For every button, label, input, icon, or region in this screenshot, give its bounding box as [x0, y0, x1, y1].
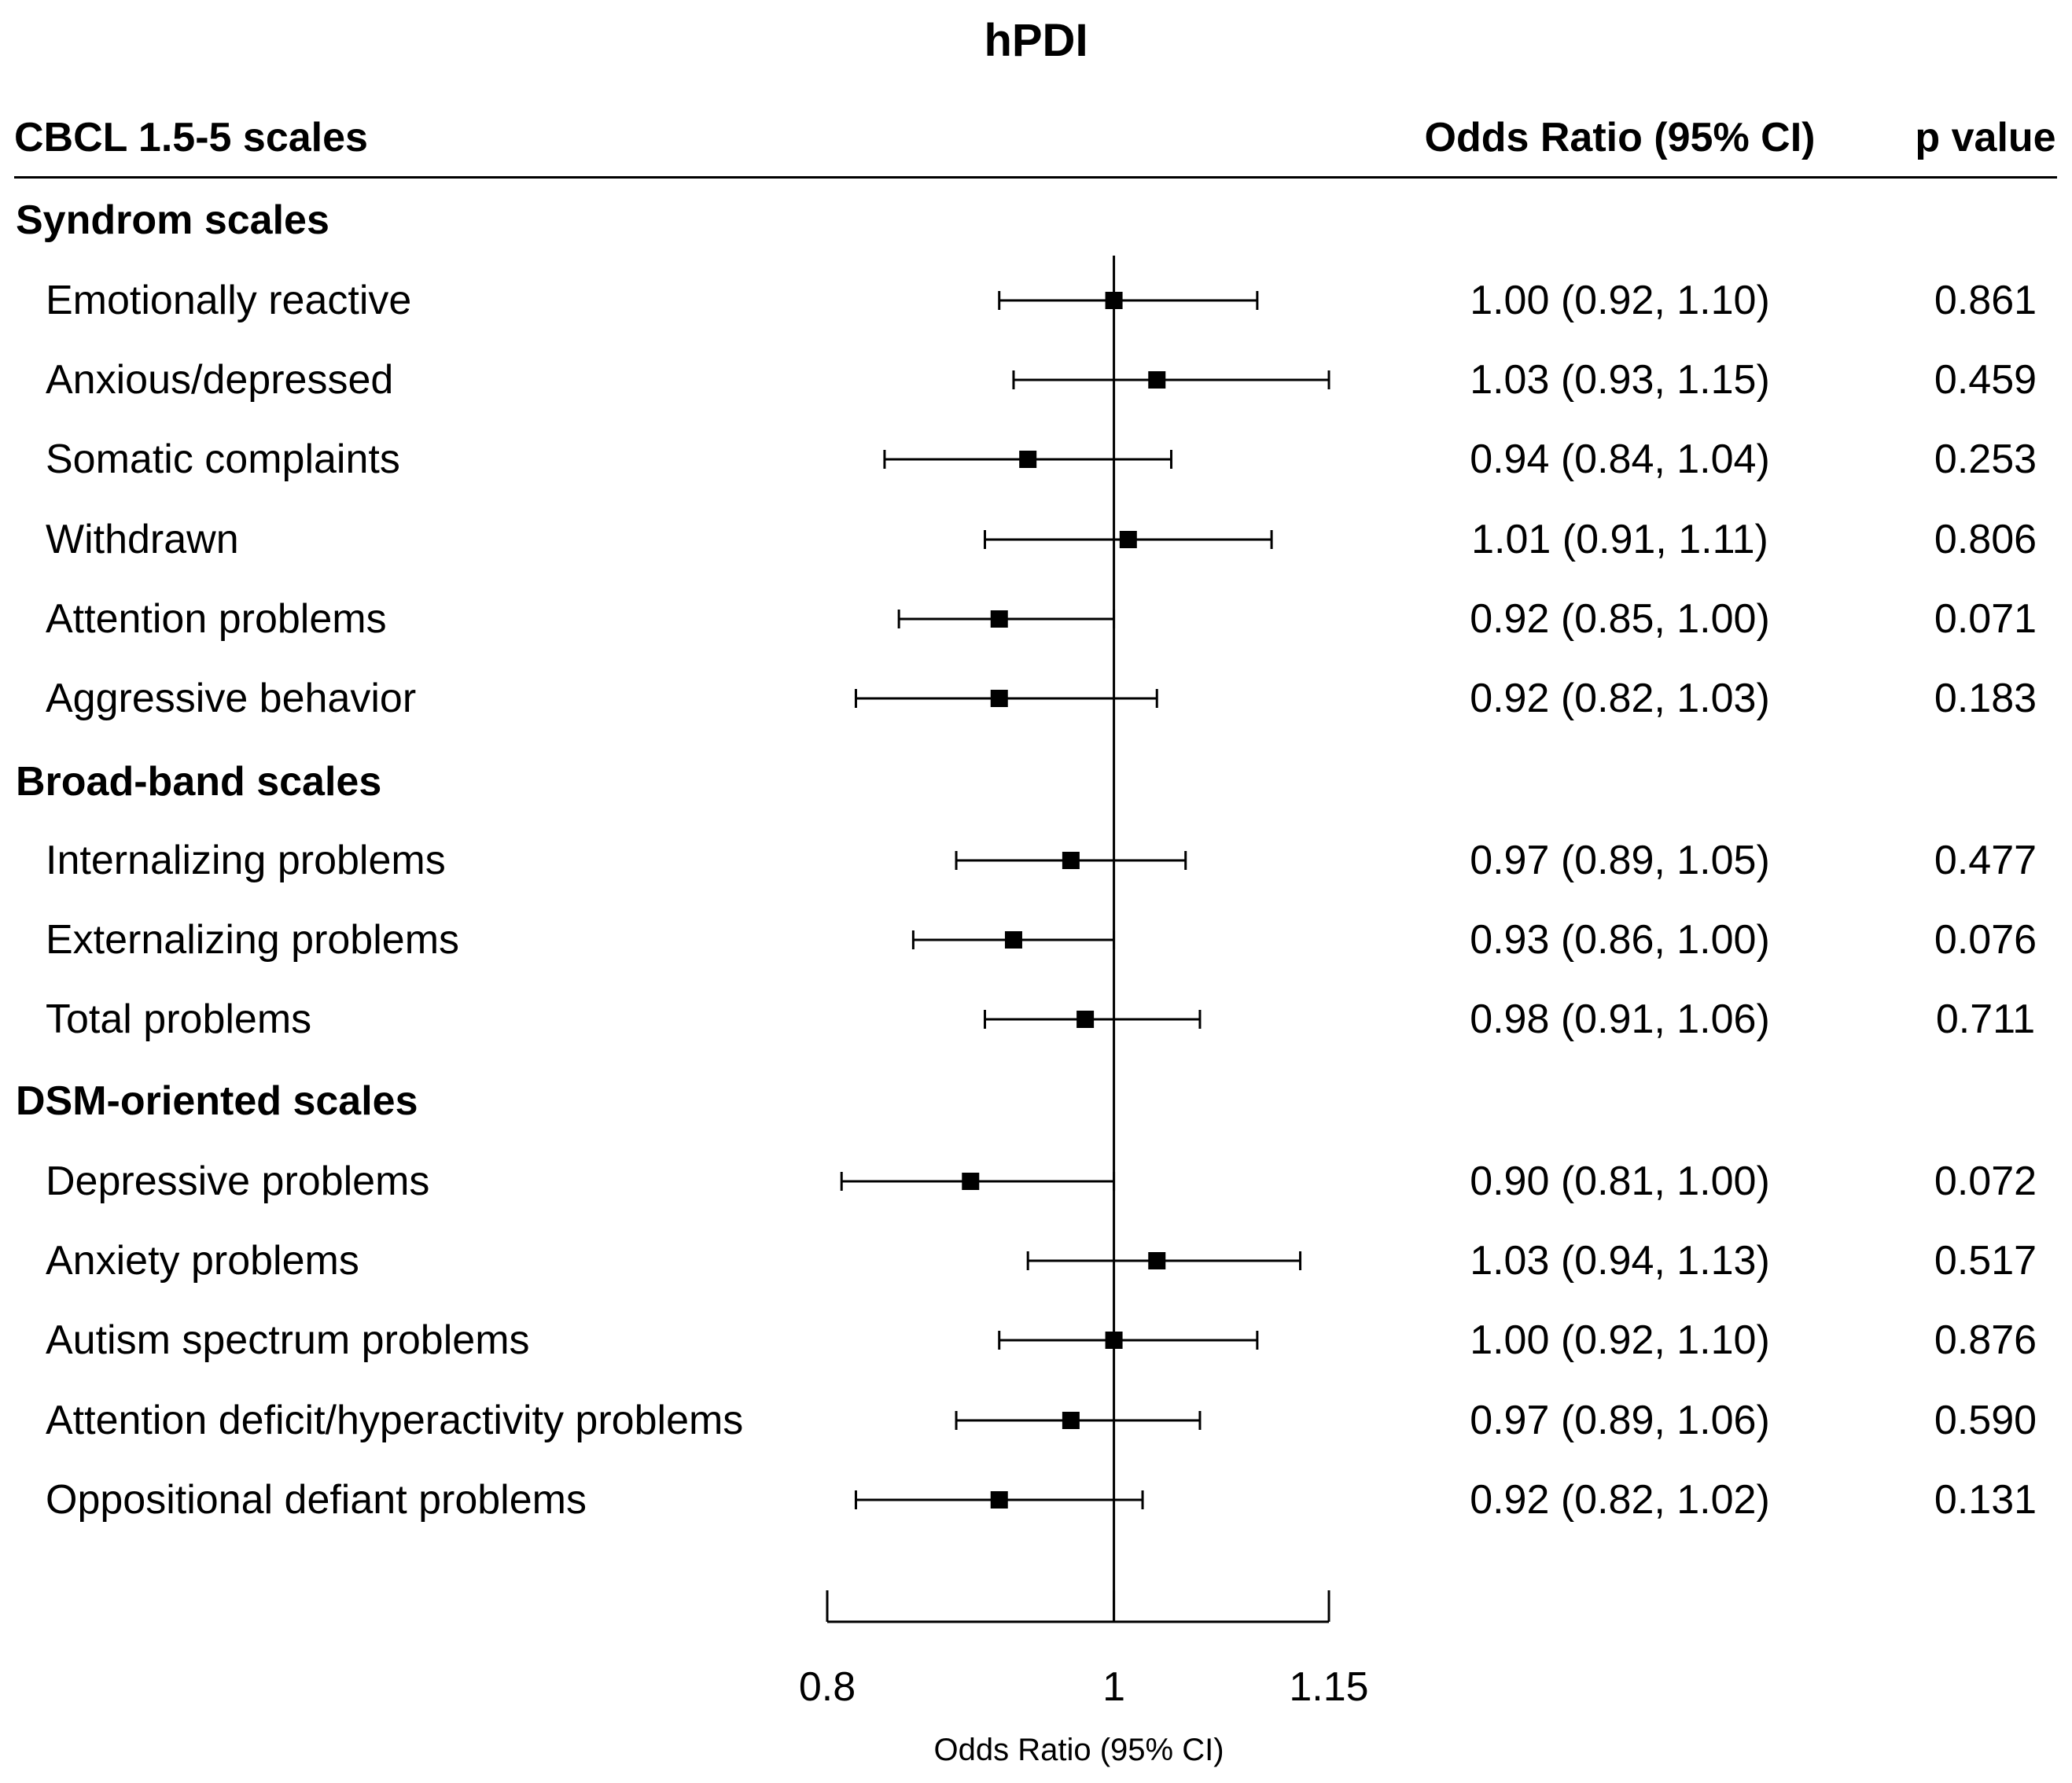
row-label: Depressive problems: [46, 1159, 430, 1204]
point-estimate-marker: [990, 1491, 1008, 1509]
row-odds-ratio-text: 0.98 (0.91, 1.06): [1470, 996, 1770, 1042]
header-rule: [14, 176, 2057, 179]
row-p-value: 0.131: [1934, 1477, 2037, 1523]
point-estimate-marker: [1062, 1412, 1080, 1429]
row-odds-ratio-text: 1.00 (0.92, 1.10): [1470, 278, 1770, 323]
column-header-odds-ratio: Odds Ratio (95% CI): [1424, 115, 1816, 160]
row-label: Attention deficit/hyperactivity problems: [46, 1398, 744, 1443]
section-heading: Broad-band scales: [16, 759, 382, 805]
point-estimate-marker: [990, 690, 1008, 707]
row-label: Withdrawn: [46, 517, 239, 562]
point-estimate-marker: [962, 1173, 980, 1190]
point-estimate-marker: [1119, 531, 1137, 548]
row-odds-ratio-text: 1.03 (0.93, 1.15): [1470, 357, 1770, 403]
x-tick-label: 0.8: [799, 1664, 856, 1710]
row-label: Anxiety problems: [46, 1238, 359, 1284]
point-estimate-marker: [1105, 1332, 1123, 1349]
row-p-value: 0.253: [1934, 437, 2037, 482]
row-p-value: 0.711: [1935, 996, 2036, 1042]
x-axis-title: Odds Ratio (95% CI): [933, 1733, 1224, 1767]
row-label: Total problems: [46, 996, 312, 1042]
row-p-value: 0.517: [1934, 1238, 2037, 1284]
point-estimate-marker: [1019, 451, 1037, 468]
section-heading: DSM-oriented scales: [16, 1078, 418, 1124]
row-odds-ratio-text: 0.97 (0.89, 1.06): [1470, 1398, 1770, 1443]
column-header-p-value: p value: [1915, 115, 2056, 160]
point-estimate-marker: [1004, 931, 1022, 949]
row-p-value: 0.072: [1934, 1159, 2037, 1204]
point-estimate-marker: [1148, 371, 1166, 389]
row-p-value: 0.861: [1934, 278, 2037, 323]
row-odds-ratio-text: 1.01 (0.91, 1.11): [1471, 517, 1768, 562]
point-estimate-marker: [990, 610, 1008, 628]
row-label: Anxious/depressed: [46, 357, 394, 403]
point-estimate-marker: [1105, 292, 1123, 309]
section-heading: Syndrom scales: [16, 197, 329, 243]
point-estimate-marker: [1062, 852, 1080, 869]
row-odds-ratio-text: 1.03 (0.94, 1.13): [1470, 1238, 1770, 1284]
x-tick-label: 1: [1102, 1664, 1125, 1710]
point-estimate-marker: [1076, 1011, 1095, 1028]
row-label: Attention problems: [46, 596, 387, 642]
point-estimate-marker: [1148, 1252, 1166, 1269]
row-label: Aggressive behavior: [46, 676, 417, 721]
chart-title: hPDI: [984, 15, 1088, 66]
row-odds-ratio-text: 0.93 (0.86, 1.00): [1470, 917, 1770, 963]
row-label: Somatic complaints: [46, 437, 400, 482]
row-odds-ratio-text: 0.97 (0.89, 1.05): [1470, 838, 1770, 883]
row-odds-ratio-text: 0.94 (0.84, 1.04): [1470, 437, 1770, 482]
row-odds-ratio-text: 0.92 (0.82, 1.02): [1470, 1477, 1770, 1523]
row-odds-ratio-text: 0.92 (0.85, 1.00): [1470, 596, 1770, 642]
row-odds-ratio-text: 0.90 (0.81, 1.00): [1470, 1159, 1770, 1204]
column-header-scales: CBCL 1.5-5 scales: [14, 115, 368, 160]
row-p-value: 0.806: [1934, 517, 2037, 562]
row-p-value: 0.876: [1934, 1317, 2037, 1363]
row-p-value: 0.183: [1934, 676, 2037, 721]
row-p-value: 0.071: [1934, 596, 2037, 642]
x-tick-label: 1.15: [1289, 1664, 1368, 1710]
row-label: Internalizing problems: [46, 838, 446, 883]
row-label: Emotionally reactive: [46, 278, 412, 323]
row-p-value: 0.459: [1934, 357, 2037, 403]
row-p-value: 0.590: [1934, 1398, 2037, 1443]
row-p-value: 0.076: [1934, 917, 2037, 963]
row-label: Autism spectrum problems: [46, 1317, 530, 1363]
row-label: Oppositional defiant problems: [46, 1477, 587, 1523]
row-odds-ratio-text: 0.92 (0.82, 1.03): [1470, 676, 1770, 721]
row-odds-ratio-text: 1.00 (0.92, 1.10): [1470, 1317, 1770, 1363]
row-p-value: 0.477: [1934, 838, 2037, 883]
row-label: Externalizing problems: [46, 917, 460, 963]
